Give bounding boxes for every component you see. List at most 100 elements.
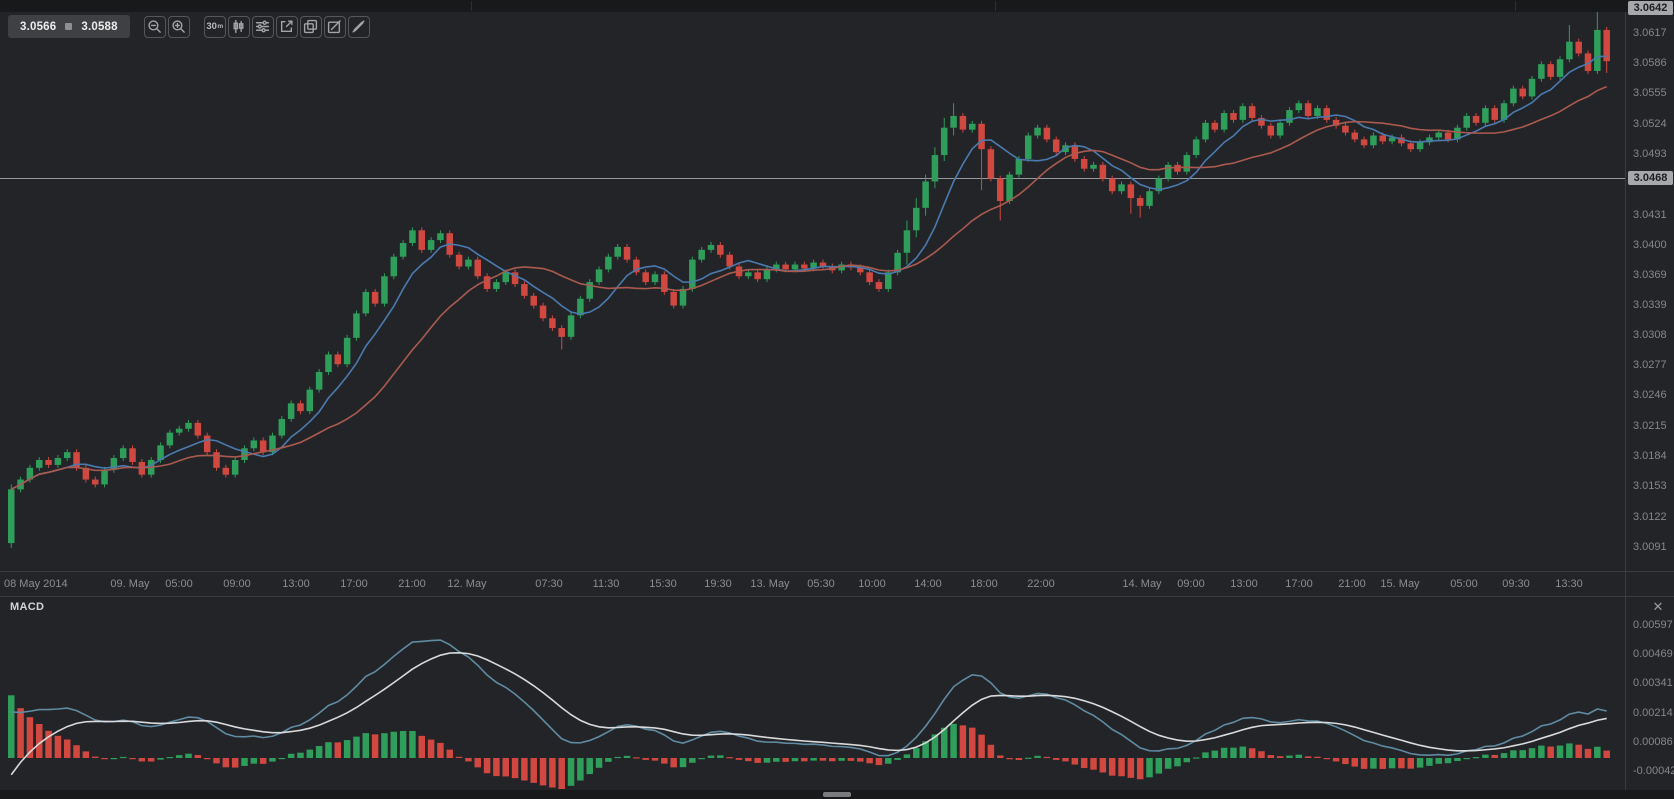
macd-histogram-bar xyxy=(745,758,752,762)
macd-indicator-canvas[interactable] xyxy=(0,596,1625,790)
candle-body xyxy=(26,467,34,480)
price-tick: 3.0493 xyxy=(1633,148,1667,161)
candle-body xyxy=(110,458,118,470)
candle-body xyxy=(670,291,677,306)
candle-body xyxy=(996,178,1004,201)
macd-histogram-bar xyxy=(315,745,323,758)
candle-body xyxy=(838,264,845,271)
candle-body xyxy=(371,291,379,304)
candle-body xyxy=(913,207,920,231)
macd-histogram-bar xyxy=(595,758,603,768)
macd-histogram-bar xyxy=(334,742,342,758)
macd-histogram-bar xyxy=(1136,758,1144,780)
candle-body xyxy=(343,337,351,365)
candle-body xyxy=(82,467,90,480)
price-chart-canvas[interactable] xyxy=(0,12,1625,571)
candle-body xyxy=(1332,119,1340,126)
candle-body xyxy=(222,467,230,475)
macd-histogram-bar xyxy=(35,723,43,758)
macd-histogram-bar xyxy=(26,717,34,758)
macd-histogram-bar xyxy=(838,758,845,761)
macd-histogram-bar xyxy=(689,758,696,763)
candle-body xyxy=(278,418,286,436)
ma-fast-line xyxy=(10,55,1607,491)
macd-histogram-bar xyxy=(446,749,454,758)
candle-body xyxy=(885,272,892,289)
candle-body xyxy=(45,460,52,465)
price-tick: 3.0215 xyxy=(1633,419,1667,432)
time-tick: 11:30 xyxy=(592,578,620,590)
edit-chart-button[interactable] xyxy=(323,15,346,38)
candle-body xyxy=(661,274,668,292)
bid-price[interactable]: 3.0566 xyxy=(20,20,57,33)
macd-histogram-bar xyxy=(511,758,519,779)
candle-body xyxy=(1491,108,1498,120)
indicator-settings-button[interactable] xyxy=(251,15,274,38)
macd-histogram-bar xyxy=(390,731,398,758)
candle-body xyxy=(903,230,911,253)
macd-histogram-bar xyxy=(931,734,939,758)
draw-tool-button[interactable] xyxy=(347,15,370,38)
macd-histogram-bar xyxy=(754,758,761,763)
candle-body xyxy=(54,458,62,465)
price-axis[interactable]: 3.0617 3.0586 3.0555 3.0524 3.0493 3.0431 3.04… xyxy=(1625,1,1674,790)
candle-body xyxy=(1230,113,1237,120)
macd-histogram-bar xyxy=(894,758,901,760)
price-axis-divider xyxy=(1625,12,1626,790)
zoom-in-button[interactable] xyxy=(167,15,190,38)
ask-price[interactable]: 3.0588 xyxy=(81,20,118,33)
price-tick: 3.0400 xyxy=(1633,238,1667,251)
macd-histogram-bar xyxy=(1454,758,1461,762)
macd-axis-tick: 0.00469 xyxy=(1633,648,1673,660)
macd-histogram-bar xyxy=(231,758,239,768)
candle-body xyxy=(381,276,388,304)
window-top-strip xyxy=(0,0,1674,12)
macd-histogram-bar xyxy=(1211,750,1219,758)
pane-resize-grip[interactable] xyxy=(823,792,851,797)
time-axis[interactable]: 08 May 2014 09. May 05:00 09:00 13:00 17:00 21… xyxy=(0,572,1625,596)
candle-body xyxy=(1556,59,1564,77)
candle-body xyxy=(119,448,127,459)
candle-body xyxy=(726,254,733,267)
macd-axis-tick: 0.00597 xyxy=(1633,619,1673,631)
macd-close-icon[interactable]: ✕ xyxy=(1652,599,1664,614)
macd-histogram-bar xyxy=(1332,758,1340,762)
duplicate-chart-button[interactable] xyxy=(299,15,322,38)
macd-histogram-bar xyxy=(343,740,351,758)
macd-histogram-bar xyxy=(829,758,836,762)
timeframe-button[interactable]: 30 m xyxy=(203,15,226,38)
chart-type-button[interactable] xyxy=(227,15,250,38)
macd-histogram-bar xyxy=(1230,747,1237,758)
macd-histogram-bar xyxy=(801,758,808,762)
candle-body xyxy=(8,489,15,544)
macd-pane-divider xyxy=(0,596,1674,597)
candle-body xyxy=(1052,139,1060,153)
macd-histogram-bar xyxy=(1155,758,1163,774)
candle-body xyxy=(511,272,519,285)
macd-histogram-bar xyxy=(381,733,388,758)
candle-body xyxy=(773,264,780,270)
expand-chart-button[interactable] xyxy=(275,15,298,38)
zoom-out-button[interactable] xyxy=(143,15,166,38)
macd-histogram-bar xyxy=(679,758,687,768)
candle-body xyxy=(1323,108,1331,120)
macd-histogram-bar xyxy=(1500,753,1508,758)
macd-histogram-bar xyxy=(1482,754,1489,758)
time-tick: 05:00 xyxy=(1450,578,1478,590)
candle-body xyxy=(1500,103,1508,120)
candle-body xyxy=(1538,64,1545,79)
macd-histogram-bar xyxy=(1472,757,1480,759)
candle-body xyxy=(1136,198,1144,206)
macd-histogram-bar xyxy=(175,755,183,758)
macd-histogram-bar xyxy=(138,758,146,762)
macd-histogram-bar xyxy=(763,758,771,763)
bid-ask-widget[interactable]: 3.0566 3.0588 xyxy=(8,15,130,38)
current-price-badge: 3.0468 xyxy=(1628,170,1673,185)
time-tick: 09:30 xyxy=(1502,578,1530,590)
macd-histogram-bar xyxy=(819,758,827,761)
macd-histogram-bar xyxy=(1388,758,1396,769)
candle-body xyxy=(1454,127,1461,140)
time-tick: 21:00 xyxy=(398,578,426,590)
candle-body xyxy=(857,267,864,273)
macd-histogram-bar xyxy=(8,695,15,758)
